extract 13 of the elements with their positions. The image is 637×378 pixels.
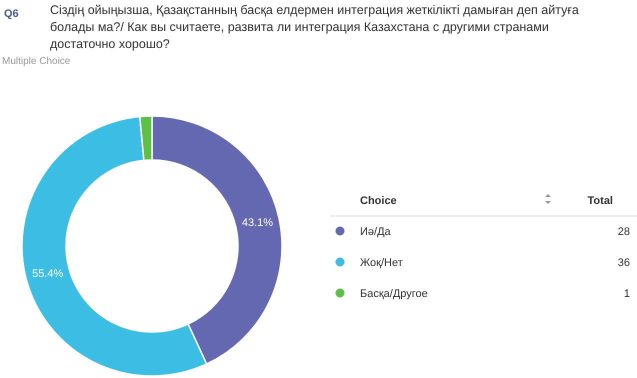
data-label: 43.1% <box>242 216 274 229</box>
legend-title: Choice <box>360 195 397 207</box>
text: Q6 <box>4 8 19 20</box>
legend-label: Басқа/Другое <box>360 288 428 300</box>
data-label: 55.4% <box>32 268 64 280</box>
text: 28 <box>618 226 630 238</box>
chart-title: Сіздің ойыңызша, Қазақстанның басқа елдермен интеграция жеткілікті дамыған деп айтуға болады ма?/ Как вы считаете, развита ли интеграция Казахстана с другими странами достаточно хорошо? <box>50 3 579 51</box>
legend-label: Жоқ/Нет <box>360 257 403 269</box>
chart-subtitle: Multiple Choice <box>2 56 71 67</box>
legend-label: Иә/Да <box>360 226 392 238</box>
text: Total <box>588 195 613 207</box>
text: 36 <box>618 257 630 269</box>
text: 1 <box>624 288 630 300</box>
